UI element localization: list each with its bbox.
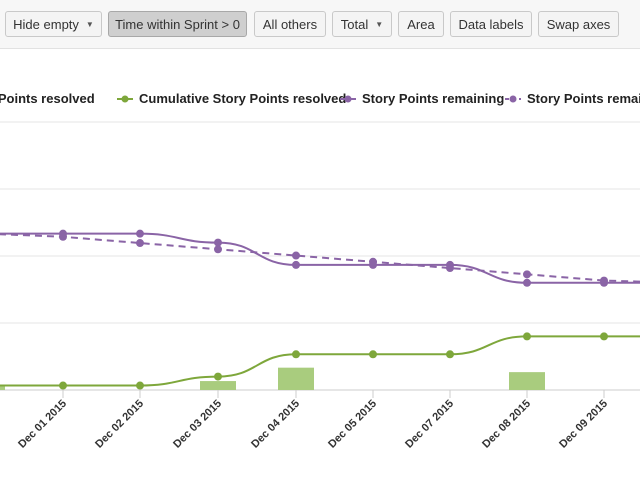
legend-dashed-marker-icon: [505, 95, 521, 102]
data-point[interactable]: [369, 350, 377, 359]
data-point[interactable]: [214, 245, 222, 254]
legend-label: Story Points remaining: [527, 91, 640, 106]
data-point[interactable]: [136, 239, 144, 248]
x-tick-label: Dec 01 2015: [16, 398, 69, 451]
data-point[interactable]: [523, 270, 531, 279]
swap-axes-label: Swap axes: [546, 16, 611, 32]
data-point[interactable]: [136, 381, 144, 390]
bar-story-points-resolved[interactable]: [200, 381, 236, 390]
legend-item-story-points-resolved[interactable]: Story Points resolved: [0, 91, 95, 106]
data-point[interactable]: [523, 332, 531, 341]
x-tick-label: Dec 04 2015: [249, 398, 302, 451]
time-within-sprint-button[interactable]: Time within Sprint > 0: [108, 11, 247, 37]
legend-label: Cumulative Story Points resolved: [139, 91, 347, 106]
legend-label: Story Points resolved: [0, 91, 95, 106]
legend-label: Story Points remaining: [362, 91, 505, 106]
data-labels-button[interactable]: Data labels: [450, 11, 532, 37]
area-label: Area: [407, 16, 435, 32]
data-point[interactable]: [600, 332, 608, 341]
all-others-button[interactable]: All others: [254, 11, 326, 37]
all-others-label: All others: [262, 16, 318, 32]
x-tick-label: Dec 02 2015: [93, 398, 146, 451]
bar-story-points-resolved[interactable]: [0, 385, 5, 390]
series-line-cumulative-resolved: [0, 335, 640, 387]
data-point[interactable]: [523, 278, 531, 287]
hide-empty-label: Hide empty: [13, 16, 79, 32]
data-point[interactable]: [214, 372, 222, 381]
x-tick-label: Dec 07 2015: [403, 398, 456, 451]
toolbar: Hide empty ▼ Time within Sprint > 0 All o…: [0, 0, 640, 49]
x-tick-label: Dec 03 2015: [171, 398, 224, 451]
legend-item-story-points-remaining[interactable]: Story Points remaining: [340, 91, 504, 106]
hide-empty-dropdown[interactable]: Hide empty ▼: [5, 11, 102, 37]
x-tick-label: Dec 05 2015: [326, 398, 379, 451]
data-labels-label: Data labels: [458, 16, 524, 32]
total-label: Total: [340, 16, 369, 32]
caret-down-icon: ▼: [85, 19, 94, 29]
data-point[interactable]: [369, 257, 377, 266]
legend-item-story-points-remaining-guideline[interactable]: Story Points remaining: [505, 91, 640, 106]
legend-line-marker-icon: [340, 95, 356, 102]
x-tick-label: Dec 08 2015: [480, 398, 533, 451]
data-point[interactable]: [446, 350, 454, 359]
swap-axes-button[interactable]: Swap axes: [538, 11, 619, 37]
data-point[interactable]: [59, 232, 67, 241]
data-point[interactable]: [292, 251, 300, 260]
caret-down-icon: ▼: [375, 19, 384, 29]
data-point[interactable]: [446, 264, 454, 273]
chart-legend: Story Points resolved Cumulative Story P…: [0, 84, 640, 112]
area-button[interactable]: Area: [398, 11, 444, 37]
data-point[interactable]: [292, 350, 300, 359]
x-tick-label: Dec 09 2015: [557, 398, 610, 451]
legend-item-cumulative-resolved[interactable]: Cumulative Story Points resolved: [117, 91, 346, 106]
bar-story-points-resolved[interactable]: [509, 372, 545, 390]
total-dropdown[interactable]: Total ▼: [332, 11, 392, 37]
data-point[interactable]: [136, 229, 144, 238]
data-point[interactable]: [600, 276, 608, 285]
series-line-remaining: [0, 232, 640, 284]
series-line-remaining-guideline: [0, 233, 640, 283]
bar-story-points-resolved[interactable]: [278, 367, 314, 390]
time-within-sprint-label: Time within Sprint > 0: [115, 16, 240, 32]
burndown-chart: Dec 01 2015 Dec 02 2015 Dec 03 2015 Dec 04 …: [0, 121, 640, 451]
data-point[interactable]: [292, 260, 300, 269]
data-point[interactable]: [214, 238, 222, 247]
data-point[interactable]: [59, 381, 67, 390]
legend-line-marker-icon: [117, 95, 133, 102]
